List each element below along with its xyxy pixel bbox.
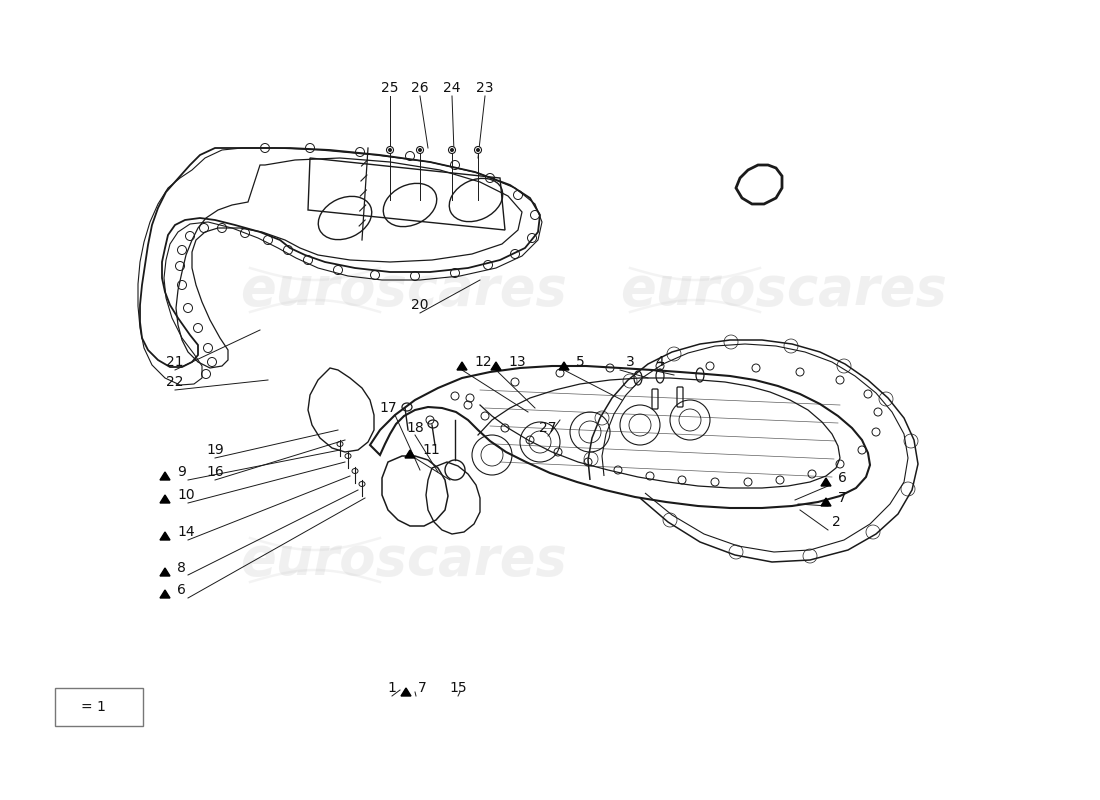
Text: 24: 24 [443,81,461,95]
Text: 12: 12 [474,355,492,369]
Text: 10: 10 [177,488,195,502]
Text: 13: 13 [508,355,526,369]
Text: 21: 21 [166,355,184,369]
Polygon shape [456,362,468,370]
Text: euroscares: euroscares [240,264,566,316]
Circle shape [474,146,482,154]
Text: 16: 16 [206,465,224,479]
Text: 11: 11 [422,443,440,457]
Polygon shape [160,590,170,598]
Text: euroscares: euroscares [240,534,566,586]
Polygon shape [405,450,415,458]
Polygon shape [402,688,411,696]
Text: 7: 7 [838,491,847,505]
Text: 2: 2 [832,515,840,529]
Polygon shape [491,362,501,370]
Polygon shape [160,495,170,503]
Text: = 1: = 1 [81,700,106,714]
Text: 22: 22 [166,375,184,389]
Circle shape [388,148,392,152]
Text: 7: 7 [418,681,427,695]
Text: 9: 9 [177,465,186,479]
Text: 8: 8 [177,561,186,575]
Text: 4: 4 [656,355,664,369]
Text: euroscares: euroscares [620,264,947,316]
FancyBboxPatch shape [55,688,143,726]
Text: 17: 17 [379,401,397,415]
Text: 14: 14 [177,525,195,539]
Text: 20: 20 [411,298,429,312]
Circle shape [418,148,422,152]
Text: 18: 18 [406,421,424,435]
Polygon shape [60,702,73,712]
Polygon shape [821,498,830,506]
Polygon shape [821,478,830,486]
Text: 19: 19 [206,443,224,457]
Circle shape [386,146,394,154]
Text: 5: 5 [576,355,585,369]
Circle shape [476,148,480,152]
Text: 6: 6 [838,471,847,485]
Text: 3: 3 [626,355,635,369]
Text: 15: 15 [449,681,466,695]
Polygon shape [160,568,170,576]
Polygon shape [559,362,569,370]
Circle shape [450,148,454,152]
Circle shape [449,146,455,154]
Text: 25: 25 [382,81,398,95]
Text: 26: 26 [411,81,429,95]
Polygon shape [160,532,170,540]
Text: 6: 6 [177,583,186,597]
Text: 27: 27 [539,421,557,435]
Text: 23: 23 [476,81,494,95]
Text: 1: 1 [387,681,396,695]
Polygon shape [160,472,170,480]
Circle shape [417,146,424,154]
